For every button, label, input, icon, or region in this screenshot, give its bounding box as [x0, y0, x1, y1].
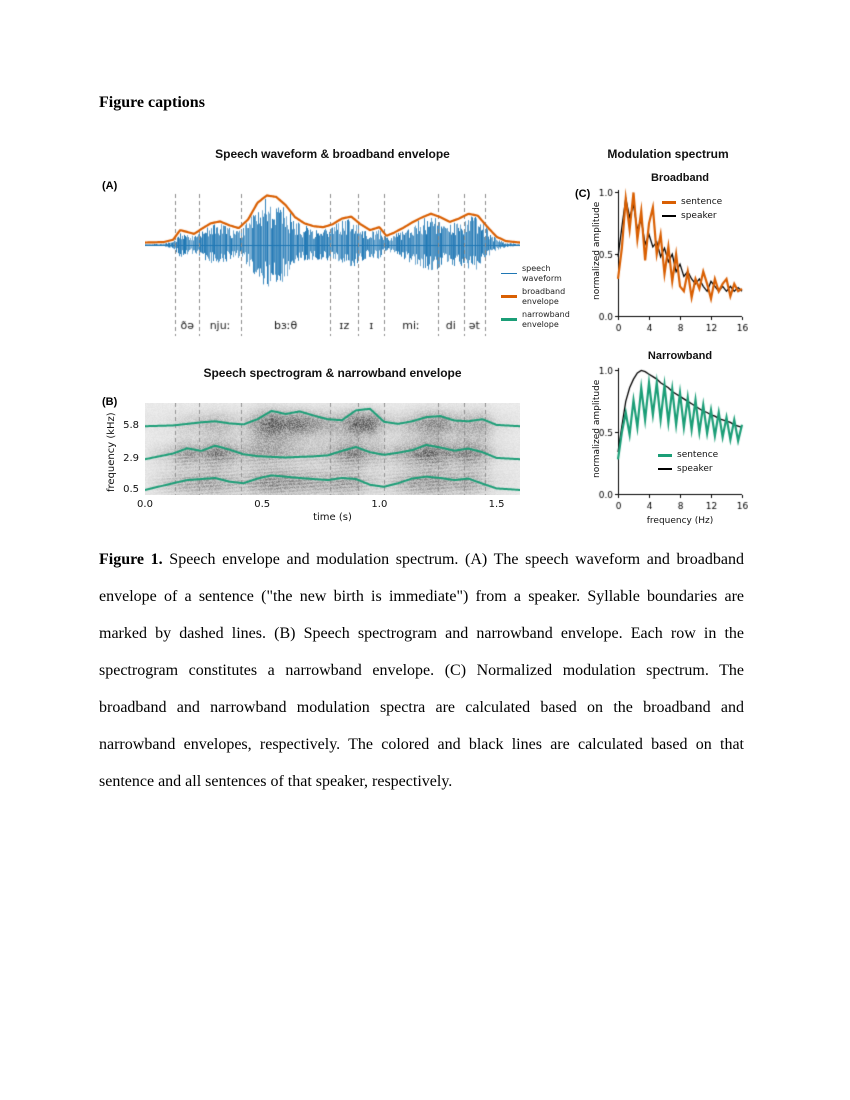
modulation-broadband-canvas [588, 184, 748, 334]
figure-caption-label: Figure 1. [99, 551, 163, 568]
narrowband-subplot-title: Narrowband [647, 350, 713, 362]
spectrogram-plot-canvas [145, 403, 520, 495]
legend-label: speaker [681, 210, 717, 221]
legend-item: speaker [662, 211, 722, 222]
figure-caption-text: Speech envelope and modulation spectrum.… [99, 551, 745, 790]
legend-item: sentence [658, 450, 718, 461]
panel-a-letter: (A) [102, 180, 118, 192]
figure-caption: Figure 1. Speech envelope and modulation… [99, 541, 744, 800]
waveform-plot-canvas [145, 190, 520, 340]
legend-line-swatch [662, 215, 676, 217]
legend-label: speech waveform [522, 264, 562, 283]
broadband-subplot-title: Broadband [650, 172, 710, 184]
legend-line-swatch [658, 453, 672, 457]
legend-line-swatch [658, 468, 672, 470]
legend-label: speaker [677, 463, 713, 474]
panel-a-title: Speech waveform & broadband envelope [215, 147, 450, 161]
spectrogram-x-axis-label: time (s) [313, 512, 352, 523]
legend-label: narrowband envelope [522, 310, 570, 329]
broadband-legend: sentence speaker [662, 197, 722, 225]
broadband-y-axis-label: normalized amplitude [592, 201, 602, 300]
spectrogram-x-tick-label: 1.5 [488, 499, 505, 510]
spectrogram-x-tick-label: 1.0 [371, 499, 388, 510]
legend-line-swatch [501, 272, 517, 275]
spectrogram-y-tick-label: 0.5 [123, 484, 139, 495]
legend-label: broadband envelope [522, 287, 566, 306]
modulation-x-axis-label: frequency (Hz) [646, 516, 714, 526]
modulation-narrowband-canvas [588, 362, 748, 512]
legend-label: sentence [677, 450, 719, 460]
spectrogram-x-tick-label: 0.5 [254, 499, 271, 510]
panel-b-letter: (B) [102, 396, 118, 408]
legend-item: speaker [658, 464, 718, 475]
spectrogram-y-tick-label: 5.8 [123, 420, 139, 431]
page-heading: Figure captions [99, 94, 205, 111]
panel-c-title: Modulation spectrum [607, 147, 729, 161]
panel-a-legend: speech waveform broadband envelope narrowb… [501, 264, 572, 334]
legend-line-swatch [501, 318, 517, 322]
figure-1: Speech waveform & broadband envelope Mod… [0, 0, 850, 540]
panel-b-title: Speech spectrogram & narrowband envelope [203, 366, 462, 380]
legend-item: broadband envelope [501, 287, 572, 306]
narrowband-y-axis-label: normalized amplitude [592, 379, 602, 478]
spectrogram-y-tick-label: 2.9 [123, 453, 139, 464]
legend-line-swatch [501, 295, 517, 299]
legend-line-swatch [662, 200, 676, 204]
panel-c-letter: (C) [575, 188, 591, 200]
legend-item: speech waveform [501, 264, 572, 283]
legend-item: sentence [662, 197, 722, 208]
spectrogram-x-tick-label: 0.0 [137, 499, 153, 510]
narrowband-legend: sentence speaker [658, 450, 718, 478]
legend-item: narrowband envelope [501, 310, 572, 329]
legend-label: sentence [681, 197, 723, 207]
